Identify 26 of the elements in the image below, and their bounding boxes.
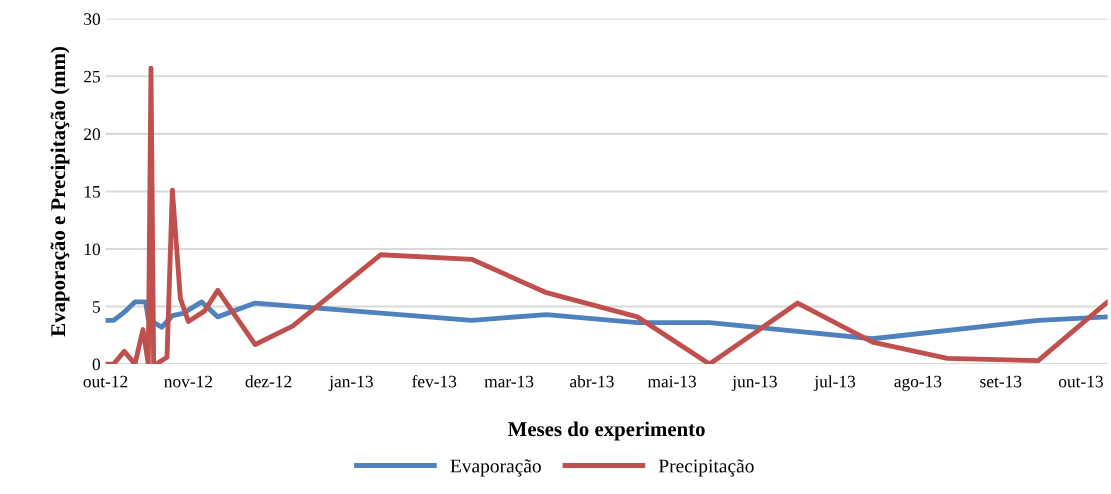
x-tick-label: dez-12	[245, 375, 292, 388]
y-axis-title: Evaporação e Precipitação (mm)	[50, 47, 70, 337]
y-tick-label: 25	[84, 70, 101, 83]
line-series	[105, 299, 1108, 342]
x-tick-label: set-13	[980, 375, 1022, 388]
x-tick-label: ago-13	[894, 375, 942, 391]
y-tick-label: 10	[84, 243, 101, 256]
y-tick-label: 20	[84, 128, 101, 141]
x-tick-label: fev-13	[412, 375, 457, 388]
y-tick-label: 30	[84, 13, 101, 25]
line-series	[105, 65, 1108, 365]
x-tick-label: mai-13	[647, 375, 696, 388]
x-tick-label: out-12	[83, 375, 128, 388]
x-tick-label: jul-13	[813, 375, 856, 391]
x-tick-label: jan-13	[328, 375, 373, 391]
x-tick-label: mar-13	[484, 375, 534, 388]
y-tick-label: 15	[84, 185, 101, 198]
x-tick-label: nov-12	[164, 375, 213, 388]
y-tick-label: 0	[92, 358, 101, 371]
x-tick-label: jun-13	[731, 375, 777, 391]
x-axis-title: Meses do experimento	[508, 421, 705, 441]
legend-label: Evaporação	[450, 459, 541, 477]
legend-label: Precipitação	[658, 459, 754, 477]
y-tick-label: 5	[93, 301, 101, 313]
x-tick-label: abr-13	[570, 375, 614, 388]
x-tick-label: out-13	[1058, 375, 1103, 388]
